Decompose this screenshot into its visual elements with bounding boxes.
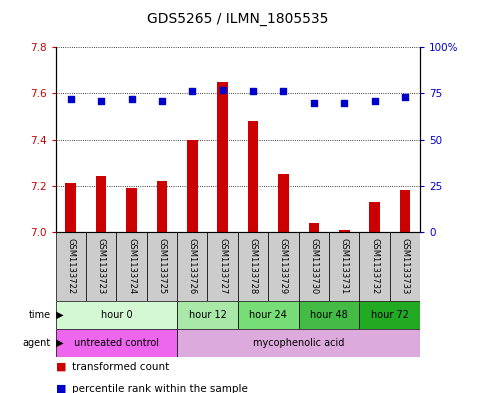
Bar	[369, 202, 380, 232]
Bar	[156, 181, 167, 232]
Bar	[298, 232, 329, 301]
Text: hour 0: hour 0	[100, 310, 132, 320]
Text: GSM1133724: GSM1133724	[127, 238, 136, 294]
Text: untreated control: untreated control	[74, 338, 159, 348]
Text: ■: ■	[56, 362, 66, 372]
Bar	[400, 190, 411, 232]
Text: GSM1133731: GSM1133731	[340, 238, 349, 294]
Text: ▶: ▶	[53, 338, 64, 348]
Point	[67, 96, 74, 102]
Bar	[309, 222, 319, 232]
Bar	[126, 188, 137, 232]
Point	[188, 88, 196, 95]
Text: hour 48: hour 48	[310, 310, 348, 320]
Text: GSM1133723: GSM1133723	[97, 238, 106, 294]
Bar	[238, 301, 298, 329]
Text: transformed count: transformed count	[72, 362, 170, 372]
Text: GSM1133732: GSM1133732	[370, 238, 379, 294]
Point	[401, 94, 409, 100]
Text: hour 72: hour 72	[371, 310, 409, 320]
Point	[219, 86, 227, 93]
Bar	[147, 232, 177, 301]
Text: mycophenolic acid: mycophenolic acid	[253, 338, 344, 348]
Bar	[177, 301, 238, 329]
Bar	[298, 301, 359, 329]
Bar	[248, 121, 258, 232]
Bar	[278, 174, 289, 232]
Text: percentile rank within the sample: percentile rank within the sample	[72, 384, 248, 393]
Point	[341, 99, 348, 106]
Bar	[86, 232, 116, 301]
Bar	[238, 232, 268, 301]
Text: GSM1133726: GSM1133726	[188, 238, 197, 294]
Point	[310, 99, 318, 106]
Bar	[116, 232, 147, 301]
Bar	[268, 232, 298, 301]
Text: ▶: ▶	[53, 310, 64, 320]
Bar	[208, 232, 238, 301]
Bar	[177, 329, 420, 357]
Text: GSM1133725: GSM1133725	[157, 238, 167, 294]
Text: GDS5265 / ILMN_1805535: GDS5265 / ILMN_1805535	[147, 11, 328, 26]
Point	[158, 97, 166, 104]
Bar	[56, 301, 177, 329]
Bar	[56, 329, 177, 357]
Text: GSM1133733: GSM1133733	[400, 238, 410, 294]
Point	[249, 88, 257, 95]
Text: agent: agent	[23, 338, 51, 348]
Point	[371, 97, 379, 104]
Point	[97, 97, 105, 104]
Text: GSM1133727: GSM1133727	[218, 238, 227, 294]
Bar	[96, 176, 106, 232]
Bar	[217, 82, 228, 232]
Text: GSM1133722: GSM1133722	[66, 238, 75, 294]
Bar	[177, 232, 208, 301]
Bar	[359, 301, 420, 329]
Bar	[329, 232, 359, 301]
Bar	[359, 232, 390, 301]
Bar	[339, 230, 350, 232]
Text: GSM1133728: GSM1133728	[249, 238, 257, 294]
Text: hour 24: hour 24	[249, 310, 287, 320]
Bar	[187, 140, 198, 232]
Bar	[56, 232, 86, 301]
Point	[280, 88, 287, 95]
Text: hour 12: hour 12	[188, 310, 227, 320]
Text: ■: ■	[56, 384, 66, 393]
Bar	[390, 232, 420, 301]
Text: GSM1133730: GSM1133730	[309, 238, 318, 294]
Text: time: time	[28, 310, 51, 320]
Bar	[65, 184, 76, 232]
Point	[128, 96, 135, 102]
Text: GSM1133729: GSM1133729	[279, 238, 288, 294]
